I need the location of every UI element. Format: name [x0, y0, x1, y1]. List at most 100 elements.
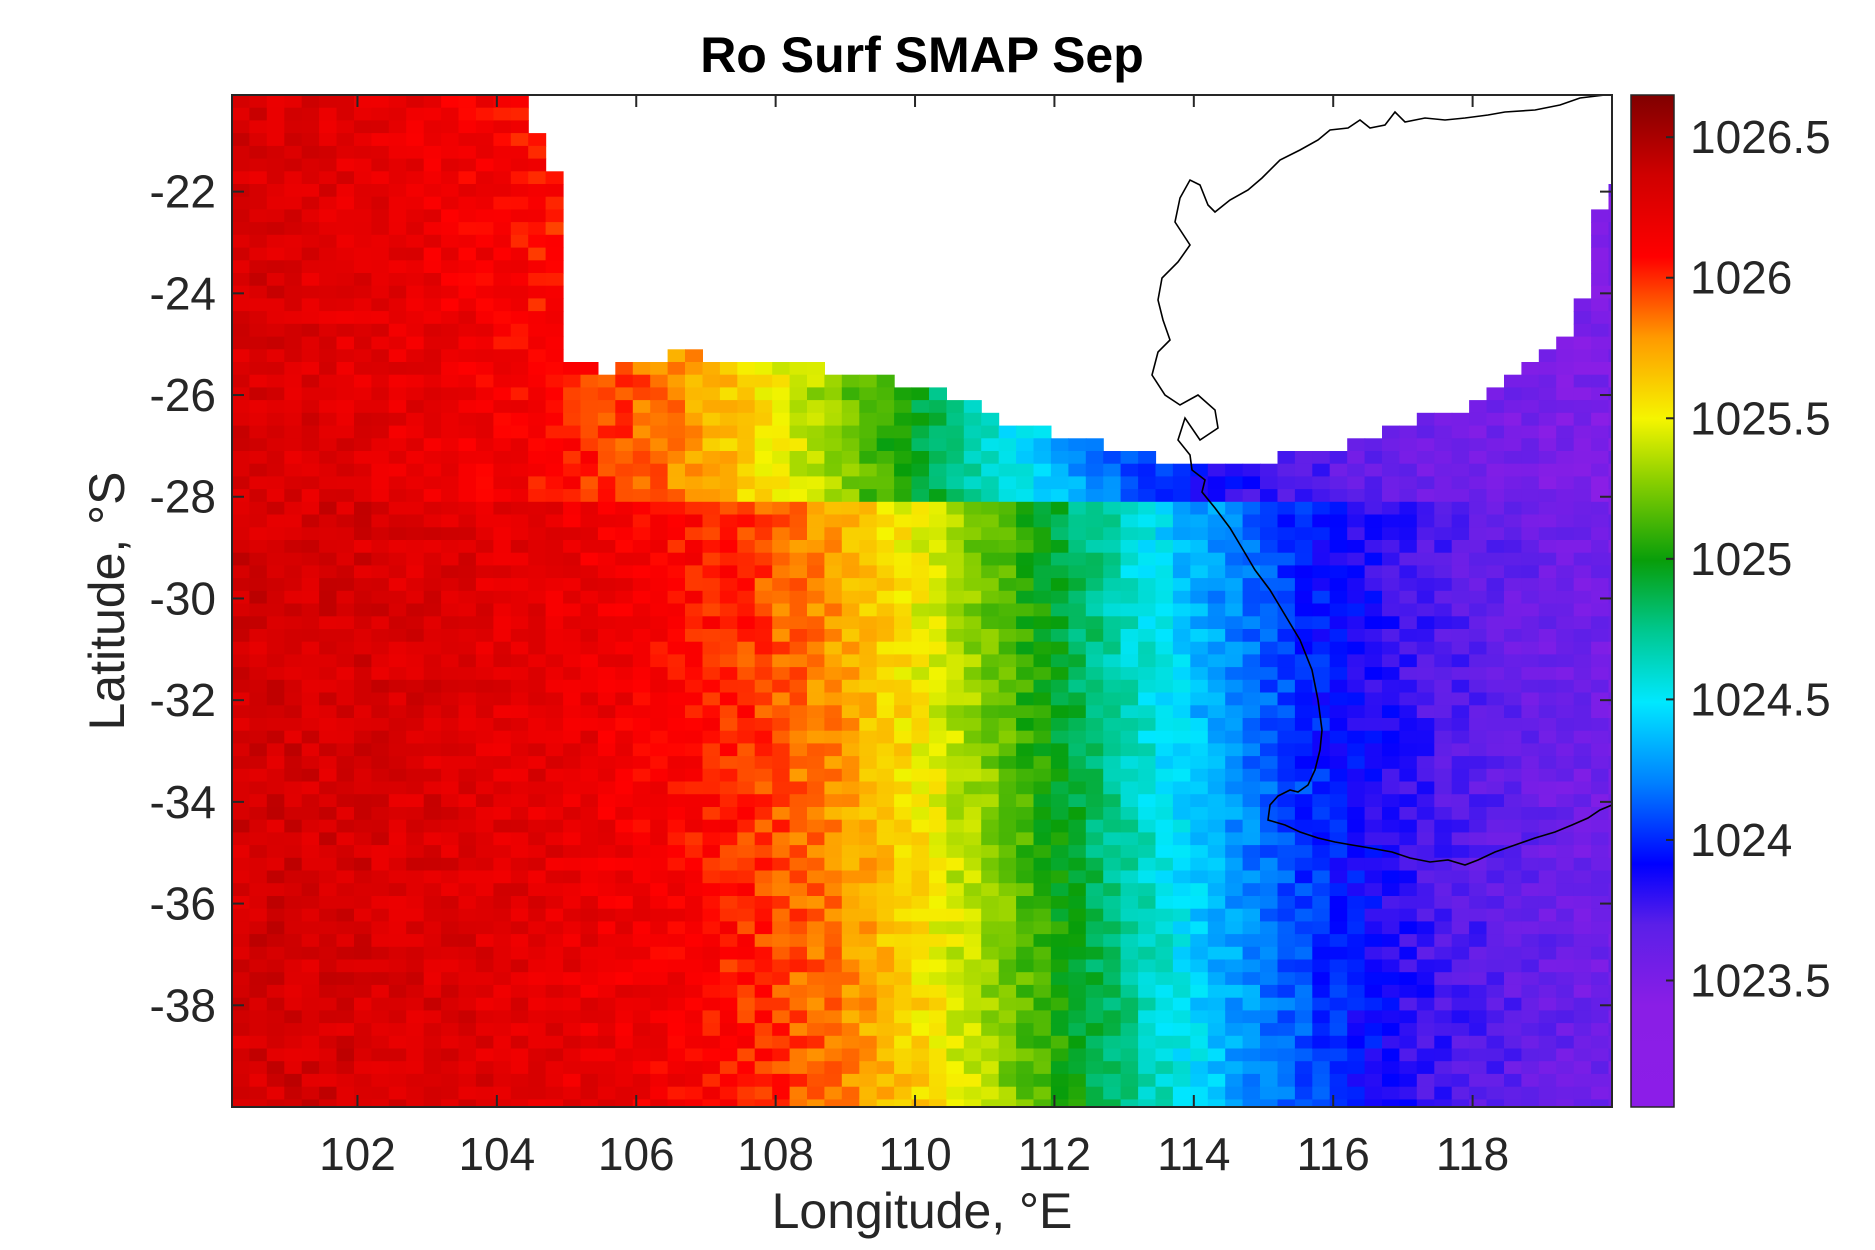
heatmap-cell	[475, 921, 494, 935]
heatmap-cell	[510, 1086, 529, 1100]
heatmap-cell	[545, 298, 564, 312]
heatmap-cell	[1050, 451, 1069, 465]
heatmap-cell	[963, 400, 982, 414]
heatmap-cell	[719, 641, 738, 655]
heatmap-cell	[1538, 972, 1557, 986]
heatmap-cell	[807, 590, 825, 605]
heatmap-cell	[423, 438, 442, 452]
heatmap-cell	[1190, 514, 1209, 528]
heatmap-cell	[354, 184, 372, 198]
heatmap-cell	[929, 616, 947, 630]
heatmap-cell	[911, 514, 930, 528]
heatmap-cell	[510, 145, 529, 160]
heatmap-cell	[406, 158, 425, 172]
heatmap-cell	[388, 107, 407, 121]
heatmap-cell	[1068, 1086, 1087, 1100]
heatmap-cell	[1033, 946, 1052, 961]
heatmap-cell	[580, 1010, 599, 1024]
heatmap-cell	[1434, 565, 1453, 579]
heatmap-cell	[1103, 565, 1122, 579]
heatmap-cell	[807, 857, 825, 872]
heatmap-cell	[1155, 654, 1174, 668]
heatmap-cell	[1382, 463, 1400, 477]
heatmap-cell	[719, 501, 738, 516]
heatmap-cell	[1504, 1099, 1522, 1107]
heatmap-cell	[981, 425, 1000, 439]
heatmap-cell	[301, 845, 320, 859]
heatmap-cell	[807, 552, 825, 566]
heatmap-cell	[1068, 514, 1087, 528]
heatmap-cell	[1294, 819, 1313, 833]
heatmap-cell	[301, 158, 320, 172]
heatmap-cell	[650, 984, 669, 999]
heatmap-cell	[528, 1061, 547, 1075]
heatmap-cell	[1347, 463, 1366, 477]
heatmap-cell	[772, 667, 791, 681]
heatmap-cell	[737, 616, 756, 630]
heatmap-cell	[475, 400, 494, 414]
heatmap-cell	[824, 1023, 843, 1037]
heatmap-cell	[232, 133, 250, 147]
heatmap-cell	[371, 603, 390, 617]
heatmap-cell	[1190, 1048, 1209, 1062]
heatmap-cell	[528, 425, 547, 439]
heatmap-cell	[319, 412, 338, 427]
heatmap-cell	[528, 476, 547, 490]
heatmap-cell	[458, 896, 477, 910]
heatmap-cell	[1103, 730, 1122, 744]
heatmap-cell	[824, 552, 843, 566]
heatmap-cell	[441, 768, 460, 783]
heatmap-cell	[946, 451, 965, 465]
heatmap-cell	[458, 857, 477, 872]
heatmap-cell	[667, 730, 686, 744]
heatmap-cell	[1591, 590, 1610, 605]
heatmap-cell	[789, 400, 808, 414]
heatmap-cell	[563, 451, 582, 465]
heatmap-cell	[911, 578, 930, 592]
heatmap-cell	[876, 908, 895, 922]
heatmap-cell	[441, 400, 460, 414]
heatmap-cell	[406, 387, 425, 401]
heatmap-cell	[1120, 565, 1139, 579]
heatmap-cell	[685, 374, 703, 388]
heatmap-cell	[1138, 921, 1157, 935]
heatmap-cell	[929, 934, 947, 948]
heatmap-cell	[702, 603, 721, 617]
heatmap-cell	[1294, 565, 1313, 579]
heatmap-cell	[1016, 794, 1035, 808]
heatmap-cell	[423, 1010, 442, 1024]
heatmap-cell	[807, 718, 825, 732]
heatmap-cell	[319, 400, 338, 414]
heatmap-cell	[1451, 1099, 1470, 1107]
heatmap-cell	[232, 298, 250, 312]
heatmap-cell	[336, 667, 355, 681]
heatmap-cell	[1103, 781, 1122, 795]
heatmap-cell	[719, 1099, 738, 1107]
heatmap-cell	[894, 1099, 913, 1107]
heatmap-cell	[510, 616, 529, 630]
heatmap-cell	[249, 857, 268, 872]
heatmap-cell	[1277, 578, 1296, 592]
heatmap-cell	[388, 489, 407, 503]
heatmap-cell	[475, 234, 494, 249]
heatmap-cell	[1312, 807, 1331, 821]
heatmap-cell	[1329, 527, 1348, 541]
heatmap-cell	[772, 679, 791, 694]
heatmap-cell	[998, 1035, 1017, 1050]
heatmap-cell	[911, 807, 930, 821]
heatmap-cell	[929, 514, 947, 528]
heatmap-cell	[406, 234, 425, 249]
heatmap-cell	[702, 768, 721, 783]
heatmap-cell	[632, 896, 651, 910]
heatmap-cell	[911, 870, 930, 884]
heatmap-cell	[737, 552, 756, 566]
heatmap-cell	[929, 819, 947, 833]
heatmap-cell	[841, 1023, 860, 1037]
heatmap-cell	[1573, 400, 1592, 414]
heatmap-cell	[1033, 603, 1052, 617]
heatmap-cell	[545, 349, 564, 363]
heatmap-cell	[1225, 997, 1244, 1011]
heatmap-cell	[441, 654, 460, 668]
heatmap-cell	[1155, 552, 1174, 566]
heatmap-cell	[301, 1086, 320, 1100]
